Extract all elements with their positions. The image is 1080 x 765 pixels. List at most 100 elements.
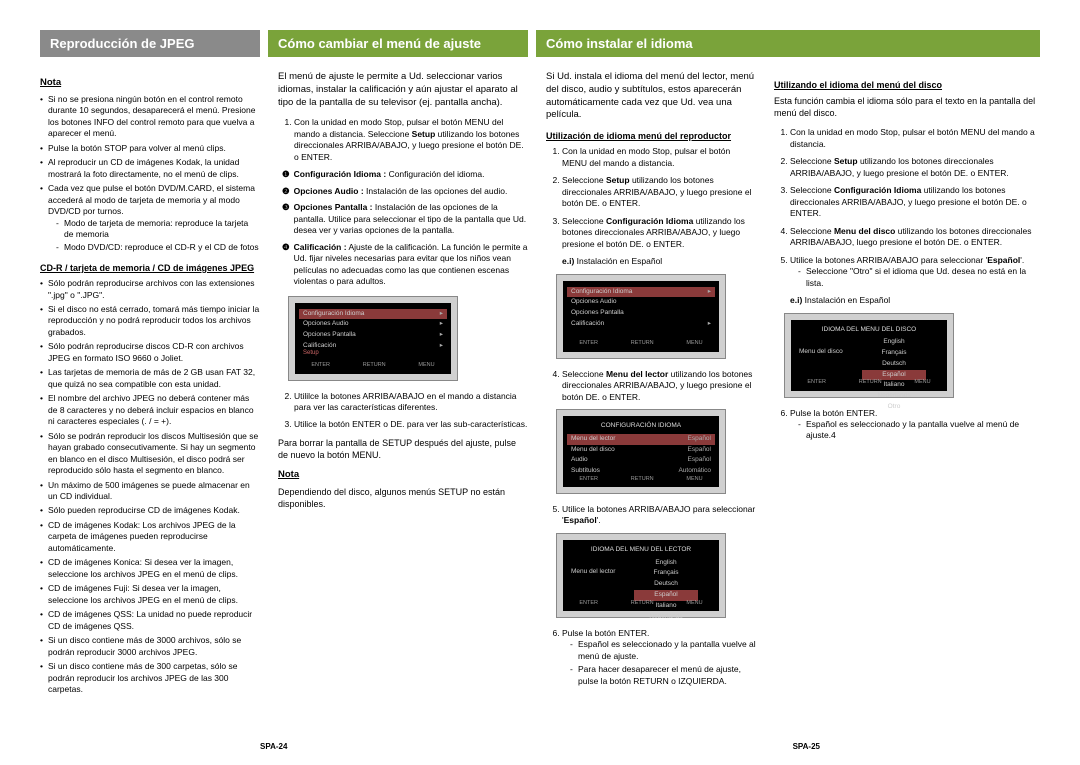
shot-title: IDIOMA DEL MENU DEL DISCO <box>799 326 939 335</box>
screenshot-config: Configuración Idioma▸ Opciones Audio Opc… <box>556 274 726 359</box>
menu-row: Menu del disco <box>571 446 615 455</box>
text: Pulse la botón ENTER. <box>562 628 649 638</box>
column-2: El menú de ajuste le permite a Ud. selec… <box>278 71 528 699</box>
btn-label: MENU <box>914 379 930 386</box>
bold-text: Setup <box>412 129 436 139</box>
arrow-icon: ▸ <box>440 331 443 340</box>
steps: Con la unidad en modo Stop, pulsar el bo… <box>546 146 756 250</box>
option-3: ❸Opciones Pantalla : Instalación de las … <box>282 202 528 236</box>
btn-label: RETURN <box>631 600 654 607</box>
label: Opciones Pantalla : <box>294 202 373 212</box>
screenshot-player-lang: IDIOMA DEL MENU DEL LECTOR Menu del lect… <box>556 533 726 618</box>
list-item: Si un disco contiene más de 300 carpetas… <box>40 661 260 695</box>
arrow-icon: ▸ <box>440 342 443 351</box>
sub-list: Seleccione "Otro" si el idioma que Ud. d… <box>790 266 1040 289</box>
btn-label: MENU <box>418 362 434 369</box>
option-1: ❶Configuración Idioma : Configuración de… <box>282 169 528 180</box>
step-1: Con la unidad en modo Stop, pulsar el bo… <box>294 117 528 163</box>
bold-text: Menu del lector <box>606 369 668 379</box>
screenshot-disc-lang: IDIOMA DEL MENU DEL DISCO Menu del disco… <box>784 313 954 398</box>
menu-row: Opciones Audio <box>571 298 617 307</box>
list-item: Sólo podrán reproducirse discos CD-R con… <box>40 341 260 364</box>
text: Instalación en Español <box>805 295 891 305</box>
intro-text: Esta función cambia el idioma sólo para … <box>774 95 1040 119</box>
menu-row: Audio <box>571 456 588 465</box>
list-item: CD de imágenes Konica: Si desea ver la i… <box>40 557 260 580</box>
shot-title: IDIOMA DEL MENU DEL LECTOR <box>571 546 711 555</box>
bold-text: Configuración Idioma <box>834 185 921 195</box>
lang-option: Nederlands <box>621 612 711 623</box>
step-6: Pulse la botón ENTER. Español es selecci… <box>790 408 1040 442</box>
nota-heading: Nota <box>40 77 260 90</box>
lang-option: Otro <box>849 402 939 413</box>
text: Instalación de las opciones del audio. <box>366 186 507 196</box>
text: Seleccione <box>562 175 606 185</box>
column-1: Nota Si no se presiona ningún botón en e… <box>40 71 260 699</box>
step-4: Seleccione Menu del disco utilizando los… <box>790 226 1040 249</box>
nota-text: Dependiendo del disco, algunos menús SET… <box>278 486 528 510</box>
lang-option: Français <box>621 568 711 579</box>
btn-label: ENTER <box>579 340 598 347</box>
steps: Con la unidad en modo Stop, pulsar el bo… <box>774 127 1040 289</box>
btn-label: RETURN <box>859 379 882 386</box>
lang-option: Deutsch <box>849 359 939 370</box>
num-icon: ❸ <box>282 202 290 236</box>
lang-option: English <box>849 337 939 348</box>
lang-option: Deutsch <box>621 579 711 590</box>
btn-label: ENTER <box>311 362 330 369</box>
arrow-icon: ▸ <box>440 310 443 319</box>
bold-text: Setup <box>834 156 858 166</box>
list-item: Modo de tarjeta de memoria: reproduce la… <box>56 218 260 241</box>
list-item: Sólo se podrán reproducir los discos Mul… <box>40 431 260 477</box>
steps-cont: Seleccione Menu del lector utilizando lo… <box>546 369 756 403</box>
step-1: Con la unidad en modo Stop, pulsar el bo… <box>790 127 1040 150</box>
text: Seleccione <box>790 156 834 166</box>
arrow-icon: ▸ <box>440 320 443 329</box>
config-options: ❶Configuración Idioma : Configuración de… <box>278 169 528 287</box>
step-4: Seleccione Menu del lector utilizando lo… <box>562 369 756 403</box>
list-item: Un máximo de 500 imágenes se puede almac… <box>40 480 260 503</box>
label: Opciones Audio : <box>294 186 364 196</box>
bold-text: Español <box>987 255 1020 265</box>
column-4: Utilizando el idioma del menú del disco … <box>774 71 1040 699</box>
step-5: Utilice la botones ARRIBA/ABAJO para sel… <box>790 255 1040 289</box>
header-jpeg: Reproducción de JPEG <box>40 30 260 57</box>
option-4: ❹Calificación : Ajuste de la calificació… <box>282 242 528 288</box>
menu-row: Calificación <box>571 320 604 329</box>
list-item: Español es seleccionado y la pantalla vu… <box>798 419 1040 442</box>
list-item: Al reproducir un CD de imágenes Kodak, l… <box>40 157 260 180</box>
intro-text: Si Ud. instala el idioma del menú del le… <box>546 71 756 122</box>
steps-cont3: Pulse la botón ENTER. Español es selecci… <box>546 628 756 687</box>
shot-title: CONFIGURACIÓN IDIOMA <box>571 422 711 431</box>
bold-text: Español <box>564 515 597 525</box>
setup-label: Setup <box>303 349 319 357</box>
list-item: Español es seleccionado y la pantalla vu… <box>570 639 756 662</box>
text: Seleccione <box>562 369 606 379</box>
arrow-icon: ▸ <box>708 288 711 297</box>
lang-option: Français <box>849 348 939 359</box>
cdr-heading: CD-R / tarjeta de memoria / CD de imágen… <box>40 262 260 274</box>
list-item: Cada vez que pulse el botón DVD/M.CARD, … <box>40 183 260 254</box>
column-3: Si Ud. instala el idioma del menú del le… <box>546 71 756 699</box>
arrow-icon: ▸ <box>708 320 711 329</box>
num-icon: ❹ <box>282 242 290 288</box>
sub-list: Español es seleccionado y la pantalla vu… <box>790 419 1040 442</box>
sub-heading: Utilización de idioma menú del reproduct… <box>546 130 756 142</box>
menu-row: Configuración Idioma <box>303 310 364 319</box>
menu-row: Configuración Idioma <box>571 288 632 297</box>
num-icon: ❷ <box>282 186 290 197</box>
list-item: Para hacer desaparecer el menú de ajuste… <box>570 664 756 687</box>
list-item: El nombre del archivo JPEG no deberá con… <box>40 393 260 427</box>
menu-row: Subtítulos <box>571 467 600 476</box>
left-label: Menu del lector <box>571 568 615 577</box>
menu-row: Opciones Pantalla <box>303 331 356 340</box>
list-item: Seleccione "Otro" si el idioma que Ud. d… <box>798 266 1040 289</box>
steps-cont: Utililce la botones ARRIBA/ABAJO en el m… <box>278 391 528 431</box>
step-2: Seleccione Setup utilizando los botones … <box>790 156 1040 179</box>
step-3: Seleccione Configuración Idioma utilizan… <box>790 185 1040 219</box>
value: Español <box>688 456 712 465</box>
page-headers: Reproducción de JPEG Cómo cambiar el men… <box>40 30 1040 57</box>
list-item: Modo DVD/CD: reproduce el CD-R y el CD d… <box>56 242 260 253</box>
list-item: Si el disco no está cerrado, tomará más … <box>40 304 260 338</box>
text: Seleccione <box>790 226 834 236</box>
